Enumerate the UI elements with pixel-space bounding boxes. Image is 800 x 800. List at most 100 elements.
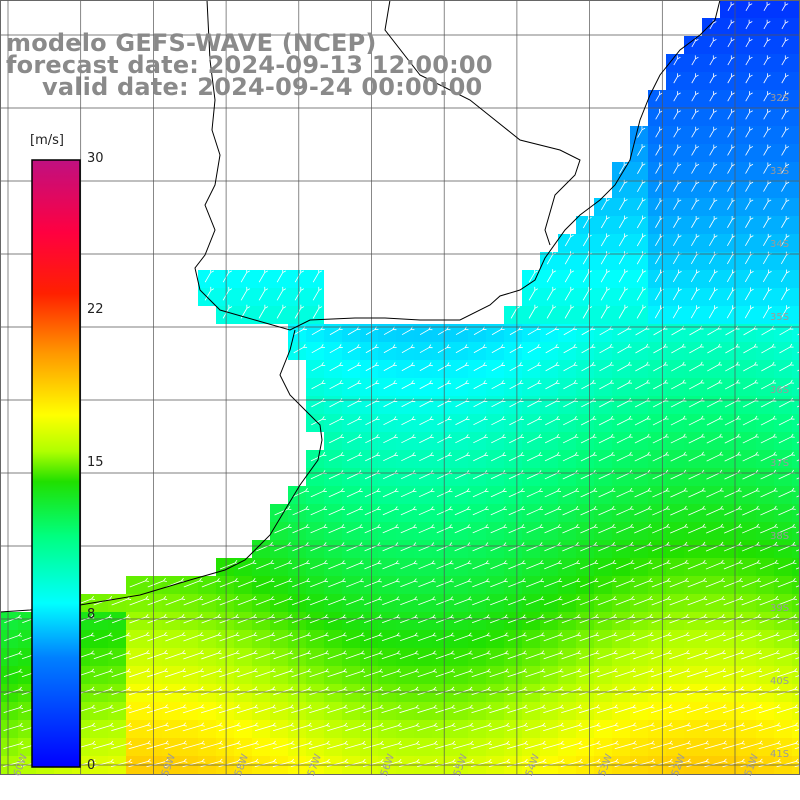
wind-arrow [614, 776, 638, 786]
wind-arrow [527, 380, 542, 390]
wind-arrow [470, 758, 493, 768]
colorbar-unit: [m/s] [30, 133, 64, 148]
wind-arrow [3, 668, 23, 678]
wind-arrow [291, 722, 313, 732]
wind-arrow [690, 269, 700, 283]
wind-arrow [509, 416, 524, 426]
wind-arrow [327, 632, 347, 642]
wind-arrow [673, 126, 681, 138]
colorbar-tick-15: 15 [87, 455, 104, 470]
wind-arrow [254, 776, 278, 786]
wind-arrow [381, 722, 402, 732]
wind-arrow [777, 596, 797, 606]
wind-cell [792, 306, 800, 324]
wind-arrow [312, 304, 323, 319]
wind-arrow [686, 758, 710, 768]
wind-arrow [687, 577, 707, 588]
wind-arrow [111, 704, 132, 714]
wind-arrow [614, 704, 637, 714]
lat-label-40s: 40S [770, 676, 790, 687]
wind-arrow [632, 758, 656, 768]
wind-arrow [455, 380, 470, 390]
wind-arrow [777, 668, 798, 678]
wind-arrow [309, 650, 330, 660]
wind-arrow [237, 578, 257, 588]
wind-arrow [525, 632, 545, 642]
wind-arrow [650, 704, 673, 714]
wind-arrow [723, 614, 744, 624]
wind-arrow [795, 692, 800, 696]
wind-arrow [473, 362, 487, 372]
wind-arrow [776, 758, 800, 768]
wind-arrow [763, 108, 771, 120]
wind-cell [792, 684, 800, 702]
wind-arrow [311, 362, 326, 372]
wind-arrow [778, 451, 796, 462]
wind-arrow [745, 198, 754, 210]
wind-arrow [128, 758, 152, 768]
wind-arrow [472, 524, 490, 534]
wind-arrow [691, 55, 699, 66]
wind-arrow [781, 37, 789, 48]
wind-arrow [543, 650, 564, 660]
wind-arrow [778, 433, 795, 444]
wind-arrow [614, 722, 637, 732]
wind-arrow [759, 668, 781, 678]
wind-arrow [724, 451, 742, 462]
wind-arrow [745, 55, 753, 66]
wind-arrow [453, 614, 473, 624]
wind-arrow [796, 548, 800, 552]
wind-arrow [236, 722, 259, 732]
lat-label-34s: 34S [770, 239, 790, 250]
wind-arrow [183, 595, 204, 606]
wind-arrow [381, 668, 401, 678]
wind-arrow [347, 344, 361, 354]
wind-arrow [272, 758, 295, 768]
wind-arrow [742, 487, 760, 498]
wind-arrow [652, 487, 670, 498]
wind-arrow [579, 650, 600, 660]
wind-arrow [727, 19, 735, 30]
wind-arrow [436, 524, 454, 534]
wind-arrow [722, 704, 745, 714]
wind-arrow [218, 740, 241, 750]
colorbar-tick-0: 0 [87, 758, 96, 773]
wind-arrow [292, 506, 310, 516]
wind-arrow [490, 560, 508, 570]
wind-arrow [705, 613, 726, 624]
wind-cell [792, 234, 800, 252]
wind-arrow [615, 632, 636, 642]
wind-arrow [596, 758, 620, 768]
wind-arrow [709, 162, 718, 174]
wind-arrow [471, 740, 493, 750]
wind-arrow [21, 777, 43, 785]
wind-arrow [436, 614, 455, 624]
wind-arrow [727, 73, 735, 84]
wind-arrow [453, 740, 474, 750]
wind-arrow [796, 459, 800, 462]
wind-arrow [328, 488, 345, 498]
wind-arrow [741, 632, 762, 642]
wind-arrow [417, 650, 437, 660]
wind-arrow [670, 523, 689, 534]
wind-arrow [650, 758, 674, 768]
wind-arrow [705, 595, 726, 606]
wind-arrow [581, 343, 596, 354]
wind-arrow [727, 126, 735, 138]
wind-arrow [668, 704, 691, 714]
wind-arrow [633, 577, 653, 588]
wind-arrow [632, 722, 655, 732]
wind-arrow [580, 523, 598, 534]
wind-arrow [563, 361, 578, 372]
wind-arrow [758, 722, 781, 732]
wind-arrow [724, 505, 742, 516]
wind-arrow [382, 578, 400, 588]
wind-arrow [745, 37, 753, 48]
wind-arrow [564, 304, 575, 319]
wind-arrow [634, 505, 652, 516]
wind-arrow [669, 577, 689, 588]
wind-arrow [778, 505, 796, 516]
wind-arrow [308, 740, 331, 750]
wind-arrow [596, 722, 619, 732]
wind-arrow [634, 451, 652, 462]
